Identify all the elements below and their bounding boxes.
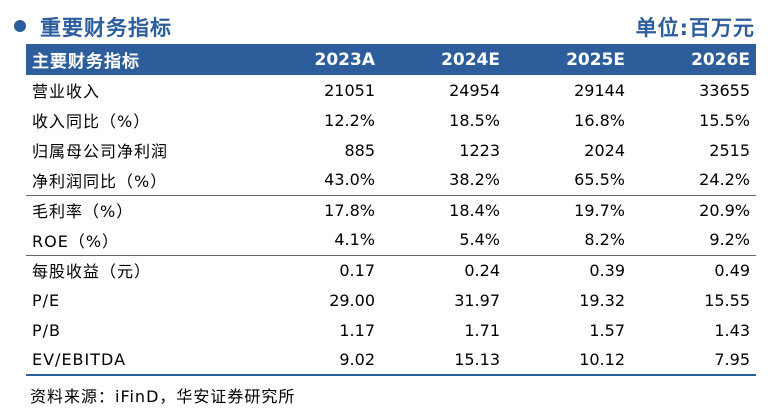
table-cell: 2024 bbox=[584, 140, 625, 160]
table-row: 收入同比（%） 12.2% 18.5% 16.8% 15.5% bbox=[26, 105, 756, 135]
table-cell: 31.97 bbox=[454, 290, 500, 310]
row-label: P/B bbox=[32, 320, 62, 340]
table-cell: 1.43 bbox=[714, 320, 750, 340]
table-cell: 18.5% bbox=[449, 110, 500, 130]
row-label: 营业收入 bbox=[32, 82, 101, 101]
table-cell: 9.02 bbox=[256, 345, 381, 376]
table-cell: 1223 bbox=[459, 140, 500, 160]
row-label: 收入同比（%） bbox=[32, 112, 151, 131]
table-row: P/B 1.17 1.71 1.57 1.43 bbox=[26, 315, 756, 345]
column-header-indicator: 主要财务指标 bbox=[32, 52, 140, 72]
table-row: 归属母公司净利润 885 1223 2024 2515 bbox=[26, 135, 756, 165]
table-row: 每股收益（元） 0.17 0.24 0.39 0.49 bbox=[26, 255, 756, 285]
row-label: 每股收益（元） bbox=[32, 262, 152, 282]
table-cell: 1.17 bbox=[339, 320, 375, 340]
table-cell: 21051 bbox=[324, 80, 375, 100]
table-cell: 43.0% bbox=[256, 165, 381, 196]
table-cell: 7.95 bbox=[631, 345, 756, 376]
table-row: 毛利率（%） 17.8% 18.4% 19.7% 20.9% bbox=[26, 195, 756, 225]
table-cell: 24954 bbox=[449, 80, 500, 100]
row-label: 净利润同比（%） bbox=[26, 165, 256, 196]
table-cell: 0.49 bbox=[714, 260, 750, 280]
table-cell: 16.8% bbox=[574, 110, 625, 130]
table-cell: 0.39 bbox=[589, 260, 625, 280]
table-cell: 2515 bbox=[709, 140, 750, 160]
table-cell: 9.2% bbox=[631, 225, 756, 256]
row-label: 毛利率（%） bbox=[32, 202, 134, 222]
table-row: 净利润同比（%） 43.0% 38.2% 65.5% 24.2% bbox=[26, 165, 756, 196]
table-cell: 29.00 bbox=[329, 290, 375, 310]
row-label: ROE（%） bbox=[26, 225, 256, 256]
row-label: P/E bbox=[32, 290, 61, 310]
table-cell: 0.24 bbox=[464, 260, 500, 280]
column-header-2024e: 2024E bbox=[441, 49, 500, 70]
table-row: EV/EBITDA 9.02 15.13 10.12 7.95 bbox=[26, 345, 756, 376]
table-row: 营业收入 21051 24954 29144 33655 bbox=[26, 75, 756, 105]
financial-table: 主要财务指标 2023A 2024E 2025E 2026E 营业收入 2105… bbox=[26, 44, 756, 376]
table-cell: 18.4% bbox=[449, 200, 500, 220]
table-cell: 19.7% bbox=[574, 200, 625, 220]
table-row: ROE（%） 4.1% 5.4% 8.2% 9.2% bbox=[26, 225, 756, 256]
table-cell: 1.71 bbox=[464, 320, 500, 340]
unit-label: 单位:百万元 bbox=[635, 16, 755, 40]
table-cell: 65.5% bbox=[506, 165, 631, 196]
table-row: P/E 29.00 31.97 19.32 15.55 bbox=[26, 285, 756, 315]
row-label: 归属母公司净利润 bbox=[32, 142, 169, 161]
table-cell: 38.2% bbox=[381, 165, 506, 196]
table-cell: 8.2% bbox=[506, 225, 631, 256]
row-label: EV/EBITDA bbox=[26, 345, 256, 376]
table-cell: 885 bbox=[344, 140, 375, 160]
table-cell: 0.17 bbox=[339, 260, 375, 280]
table-cell: 15.5% bbox=[699, 110, 750, 130]
table-cell: 5.4% bbox=[381, 225, 506, 256]
bullet-dot-icon bbox=[14, 20, 26, 32]
column-header-2026e: 2026E bbox=[691, 49, 750, 70]
table-header-row: 主要财务指标 2023A 2024E 2025E 2026E bbox=[26, 44, 756, 75]
table-cell: 10.12 bbox=[506, 345, 631, 376]
table-cell: 29144 bbox=[574, 80, 625, 100]
table-cell: 4.1% bbox=[256, 225, 381, 256]
table-cell: 1.57 bbox=[589, 320, 625, 340]
source-note: 资料来源：iFinD，华安证券研究所 bbox=[30, 387, 296, 406]
table-cell: 20.9% bbox=[699, 200, 750, 220]
page-title: 重要财务指标 bbox=[40, 16, 172, 40]
table-cell: 33655 bbox=[699, 80, 750, 100]
title-bar: 重要财务指标 单位:百万元 bbox=[0, 0, 781, 44]
table-cell: 15.13 bbox=[381, 345, 506, 376]
table-cell: 15.55 bbox=[704, 290, 750, 310]
table-cell: 12.2% bbox=[324, 110, 375, 130]
table-cell: 19.32 bbox=[579, 290, 625, 310]
column-header-2025e: 2025E bbox=[566, 49, 625, 70]
column-header-2023a: 2023A bbox=[314, 49, 375, 70]
table-cell: 24.2% bbox=[631, 165, 756, 196]
table-cell: 17.8% bbox=[324, 200, 375, 220]
